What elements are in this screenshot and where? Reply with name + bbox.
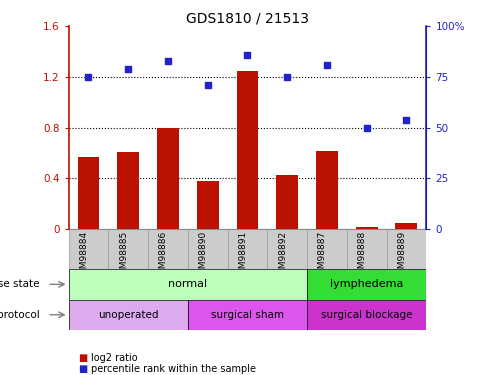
- Bar: [188, 229, 227, 269]
- Text: ■: ■: [78, 364, 88, 374]
- Bar: [268, 229, 307, 269]
- Text: GSM98888: GSM98888: [358, 231, 367, 280]
- Point: [164, 58, 172, 64]
- Bar: [387, 229, 426, 269]
- Bar: [307, 269, 426, 300]
- Bar: [69, 300, 188, 330]
- Bar: [347, 229, 387, 269]
- Point: [402, 117, 410, 123]
- Point: [363, 125, 370, 131]
- Text: disease state: disease state: [0, 279, 40, 290]
- Text: GSM98891: GSM98891: [239, 231, 247, 280]
- Text: GSM98889: GSM98889: [397, 231, 406, 280]
- Point: [124, 66, 132, 72]
- Text: surgical sham: surgical sham: [211, 310, 284, 320]
- Text: percentile rank within the sample: percentile rank within the sample: [91, 364, 256, 374]
- Bar: [77, 157, 99, 229]
- Text: unoperated: unoperated: [98, 310, 158, 320]
- Title: GDS1810 / 21513: GDS1810 / 21513: [186, 11, 309, 25]
- Text: normal: normal: [168, 279, 207, 290]
- Bar: [188, 300, 307, 330]
- Point: [85, 74, 93, 80]
- Text: ■: ■: [78, 353, 88, 363]
- Point: [244, 52, 251, 58]
- Bar: [395, 223, 417, 229]
- Point: [283, 74, 291, 80]
- Bar: [276, 175, 298, 229]
- Bar: [356, 227, 378, 229]
- Bar: [69, 269, 307, 300]
- Text: GSM98886: GSM98886: [159, 231, 168, 280]
- Bar: [307, 229, 347, 269]
- Text: GSM98885: GSM98885: [119, 231, 128, 280]
- Text: protocol: protocol: [0, 310, 40, 320]
- Bar: [307, 300, 426, 330]
- Bar: [316, 151, 338, 229]
- Text: surgical blockage: surgical blockage: [321, 310, 413, 320]
- Text: GSM98892: GSM98892: [278, 231, 287, 280]
- Text: GSM98884: GSM98884: [79, 231, 89, 280]
- Bar: [69, 229, 108, 269]
- Bar: [197, 181, 219, 229]
- Bar: [108, 229, 148, 269]
- Bar: [227, 229, 268, 269]
- Point: [204, 82, 212, 88]
- Bar: [148, 229, 188, 269]
- Text: GSM98887: GSM98887: [318, 231, 327, 280]
- Text: log2 ratio: log2 ratio: [91, 353, 137, 363]
- Bar: [157, 128, 179, 229]
- Point: [323, 62, 331, 68]
- Text: GSM98890: GSM98890: [199, 231, 208, 280]
- Bar: [117, 152, 139, 229]
- Text: lymphedema: lymphedema: [330, 279, 403, 290]
- Bar: [237, 70, 258, 229]
